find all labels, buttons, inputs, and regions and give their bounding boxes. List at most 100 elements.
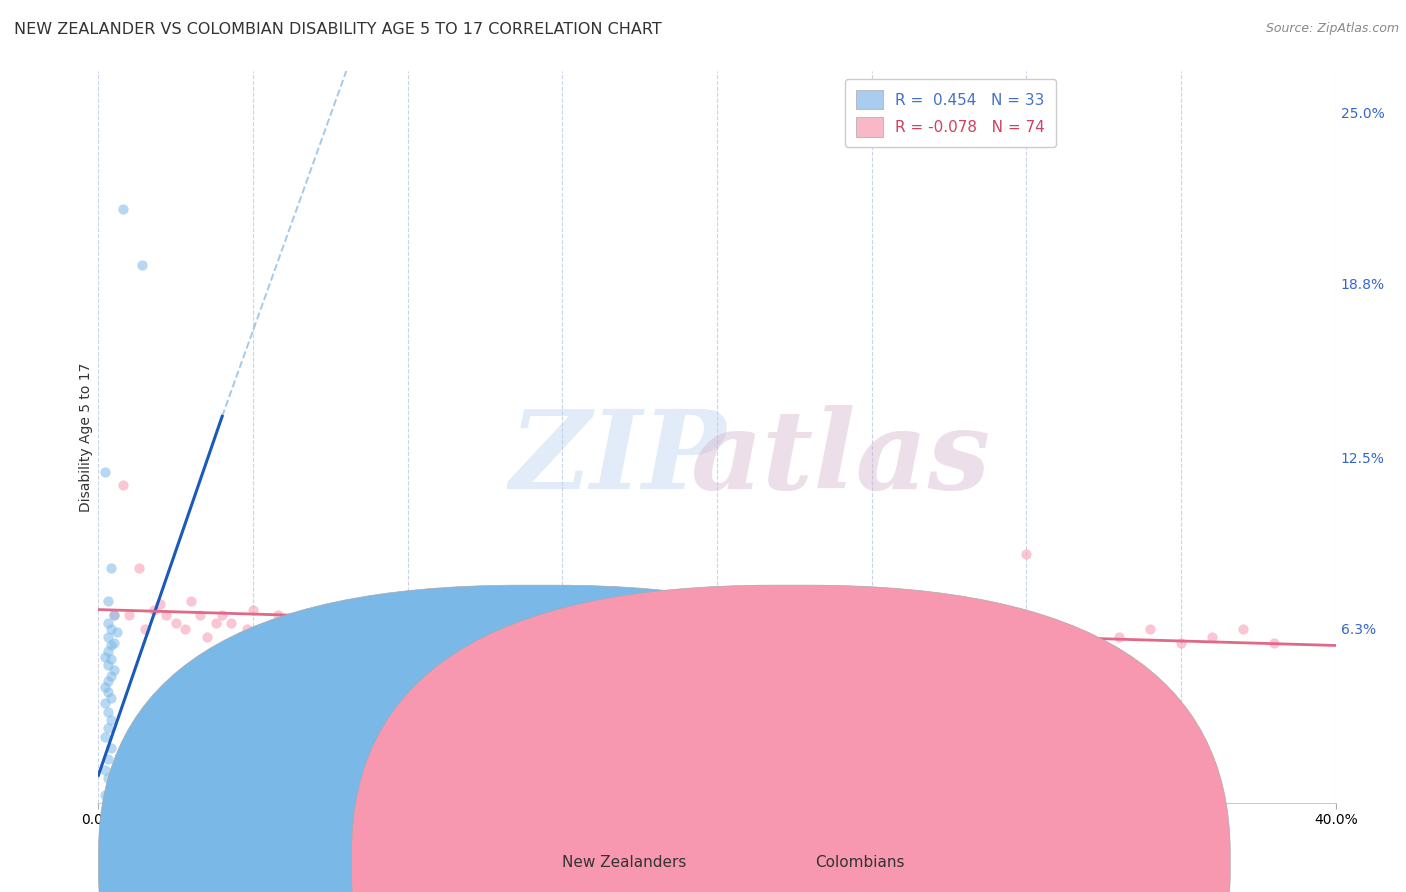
Point — [644, 663, 666, 677]
Text: Colombians: Colombians — [815, 855, 905, 870]
Point — [536, 630, 558, 644]
Point — [830, 630, 852, 644]
Legend: R =  0.454   N = 33, R = -0.078   N = 74: R = 0.454 N = 33, R = -0.078 N = 74 — [845, 79, 1056, 147]
Point — [242, 602, 264, 616]
Point — [97, 721, 120, 735]
Point — [93, 465, 115, 479]
Point — [226, 636, 249, 650]
Point — [706, 608, 728, 623]
Point — [100, 639, 122, 653]
Point — [350, 616, 373, 631]
Text: NEW ZEALANDER VS COLOMBIAN DISABILITY AGE 5 TO 17 CORRELATION CHART: NEW ZEALANDER VS COLOMBIAN DISABILITY AG… — [14, 22, 662, 37]
Point — [236, 622, 259, 636]
Point — [97, 594, 120, 608]
Point — [100, 779, 122, 793]
Point — [366, 630, 388, 644]
Point — [273, 630, 295, 644]
Text: Source: ZipAtlas.com: Source: ZipAtlas.com — [1265, 22, 1399, 36]
Point — [128, 561, 150, 575]
Text: New Zealanders: New Zealanders — [562, 855, 686, 870]
Point — [489, 630, 512, 644]
Point — [860, 672, 883, 686]
Point — [97, 616, 120, 631]
Point — [93, 697, 115, 711]
Y-axis label: Disability Age 5 to 17: Disability Age 5 to 17 — [79, 362, 93, 512]
Point — [97, 771, 120, 785]
Point — [93, 763, 115, 777]
Point — [97, 685, 120, 699]
Point — [443, 622, 465, 636]
Point — [520, 622, 543, 636]
Point — [298, 622, 321, 636]
Point — [103, 663, 125, 677]
Point — [267, 608, 290, 623]
Point — [737, 616, 759, 631]
Point — [165, 616, 187, 631]
Point — [381, 608, 404, 623]
Point — [100, 561, 122, 575]
Point — [598, 630, 620, 644]
Point — [644, 622, 666, 636]
Point — [1108, 630, 1130, 644]
Point — [1046, 622, 1069, 636]
Point — [155, 608, 177, 623]
Point — [100, 622, 122, 636]
Point — [314, 608, 336, 623]
Point — [768, 622, 790, 636]
Point — [100, 690, 122, 705]
Point — [93, 730, 115, 744]
Point — [675, 630, 697, 644]
Point — [953, 663, 976, 677]
Point — [1263, 636, 1285, 650]
Point — [551, 616, 574, 631]
Point — [427, 630, 450, 644]
Point — [1139, 622, 1161, 636]
Point — [458, 636, 481, 650]
Point — [1170, 636, 1192, 650]
Point — [257, 622, 280, 636]
Point — [922, 616, 945, 631]
Point — [474, 616, 496, 631]
Point — [283, 616, 305, 631]
Point — [396, 622, 419, 636]
Point — [100, 652, 122, 666]
Point — [195, 630, 218, 644]
Point — [97, 630, 120, 644]
Point — [112, 202, 135, 217]
Text: atlas: atlas — [690, 405, 991, 513]
Text: ZIP: ZIP — [510, 405, 727, 513]
Point — [567, 636, 589, 650]
Point — [582, 622, 605, 636]
Point — [613, 616, 636, 631]
Point — [329, 630, 352, 644]
Point — [134, 622, 156, 636]
Point — [97, 644, 120, 658]
Point — [180, 594, 202, 608]
Point — [103, 608, 125, 623]
Point — [149, 597, 172, 611]
Point — [860, 622, 883, 636]
Point — [131, 258, 153, 272]
Point — [628, 636, 651, 650]
Point — [1077, 636, 1099, 650]
Point — [984, 699, 1007, 714]
Point — [105, 624, 128, 639]
Point — [100, 740, 122, 755]
Point — [304, 644, 326, 658]
Point — [93, 788, 115, 802]
Point — [319, 636, 342, 650]
Point — [97, 657, 120, 672]
Point — [1201, 630, 1223, 644]
Point — [1015, 548, 1038, 562]
Point — [211, 608, 233, 623]
Point — [288, 636, 311, 650]
Point — [505, 636, 527, 650]
Point — [93, 680, 115, 694]
Point — [103, 608, 125, 623]
Point — [1015, 630, 1038, 644]
Point — [335, 622, 357, 636]
Point — [97, 674, 120, 689]
Point — [100, 713, 122, 727]
Point — [100, 669, 122, 683]
Point — [891, 636, 914, 650]
